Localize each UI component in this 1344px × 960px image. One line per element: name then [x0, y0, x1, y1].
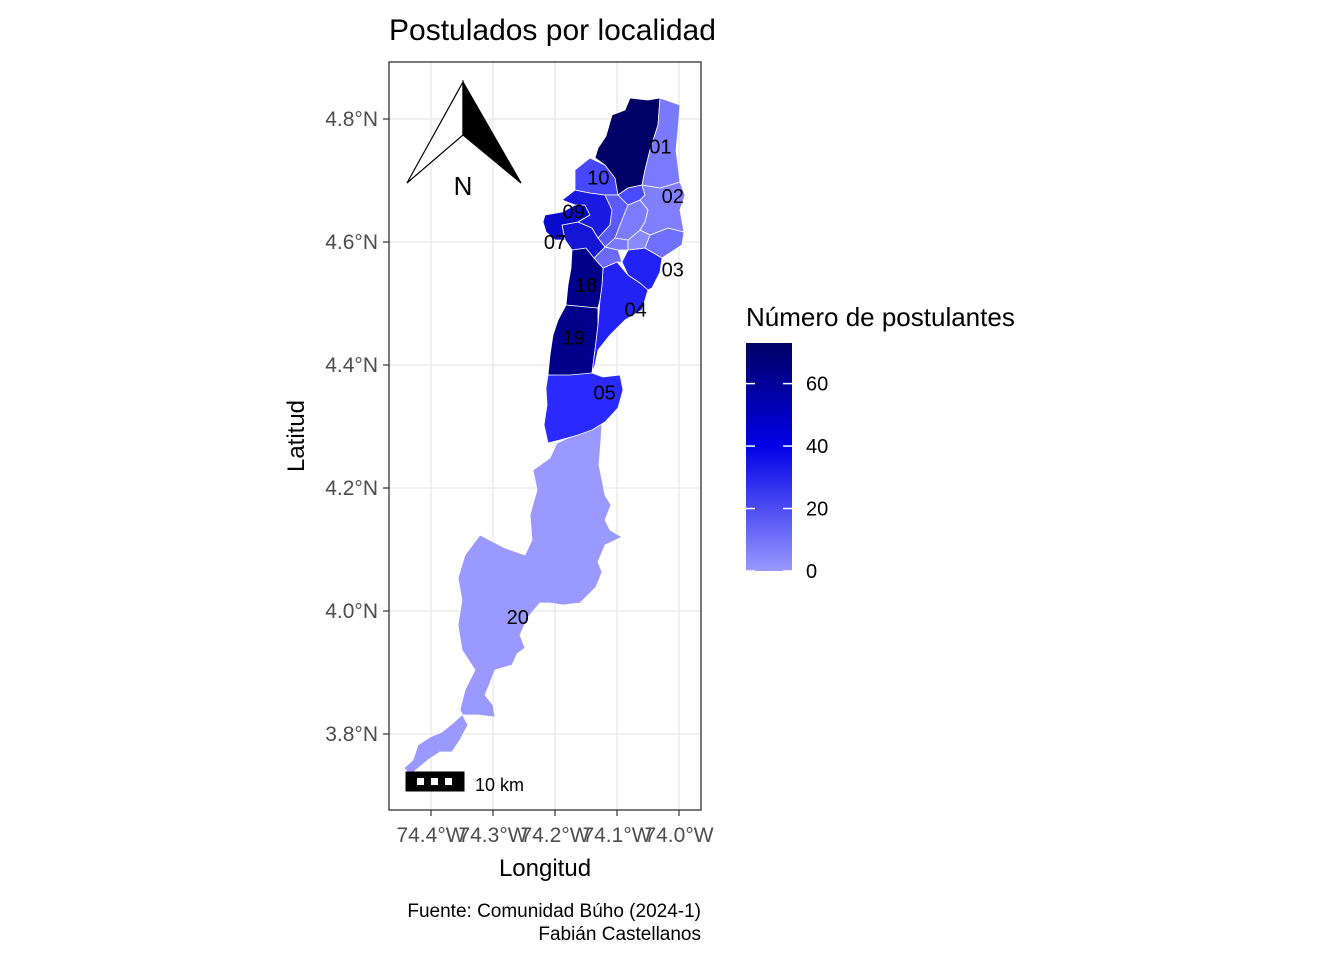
- legend-ticks: 0 20 40 60: [746, 374, 828, 583]
- legend-tick-label: 20: [806, 499, 828, 521]
- y-tick-label: 4.6°N: [325, 231, 378, 254]
- x-tick-label: 74.3°W: [458, 824, 527, 847]
- locality-02-polygon: [639, 181, 686, 236]
- north-arrow: N: [406, 79, 522, 201]
- locality-polygons: [403, 97, 686, 776]
- x-tick-label: 74.2°W: [520, 824, 589, 847]
- y-tick-label: 4.2°N: [325, 477, 378, 500]
- north-arrow-label: N: [454, 171, 473, 201]
- scale-bar: 10 km: [405, 771, 524, 795]
- chart-title: Postulados por localidad: [389, 14, 716, 47]
- region-label-10: 10: [587, 167, 609, 189]
- region-label-19: 19: [562, 327, 584, 349]
- region-label-09: 09: [562, 201, 584, 223]
- legend-title: Número de postulantes: [746, 302, 1015, 332]
- x-tick-label: 74.4°W: [396, 824, 465, 847]
- locality-07-polygon: [542, 204, 591, 241]
- caption-line-1: Fuente: Comunidad Búho (2024-1): [407, 901, 701, 922]
- x-tick-label: 74.0°W: [644, 824, 713, 847]
- region-label-02: 02: [662, 186, 684, 208]
- y-tick-label: 3.8°N: [325, 723, 378, 746]
- x-axis-title: Longitud: [499, 855, 591, 882]
- y-tick-label: 4.0°N: [325, 600, 378, 623]
- region-label-01: 01: [649, 137, 671, 159]
- region-label-05: 05: [593, 383, 615, 405]
- legend: Número de postulantes 0 20 40 60: [746, 302, 1015, 583]
- locality-20-polygon: [403, 419, 623, 776]
- region-label-07: 07: [544, 232, 566, 254]
- y-tick-label: 4.8°N: [325, 108, 378, 131]
- panel-border: [388, 61, 702, 811]
- x-tick-label: 74.1°W: [582, 824, 651, 847]
- region-label-03: 03: [662, 260, 684, 282]
- legend-tick-label: 60: [806, 374, 828, 396]
- region-label-20: 20: [507, 607, 529, 629]
- x-axis: 74.4°W74.3°W74.2°W74.1°W74.0°W: [396, 810, 714, 847]
- legend-tick-label: 0: [806, 561, 817, 583]
- y-tick-label: 4.4°N: [325, 354, 378, 377]
- locality-05-polygon: [543, 372, 624, 444]
- y-axis-title: Latitud: [283, 400, 310, 472]
- locality-01-polygon: [641, 97, 681, 189]
- region-label-04: 04: [624, 300, 646, 322]
- scale-bar-label: 10 km: [475, 775, 524, 795]
- legend-tick-label: 40: [806, 436, 828, 458]
- locality-19-polygon: [547, 304, 599, 376]
- legend-colorbar: [746, 343, 792, 571]
- y-axis: 3.8°N 4.0°N 4.2°N 4.4°N 4.6°N 4.8°N: [325, 108, 389, 746]
- caption-line-2: Fabián Castellanos: [538, 924, 701, 945]
- region-label-18: 18: [575, 275, 597, 297]
- north-arrow-right-half: [462, 79, 522, 184]
